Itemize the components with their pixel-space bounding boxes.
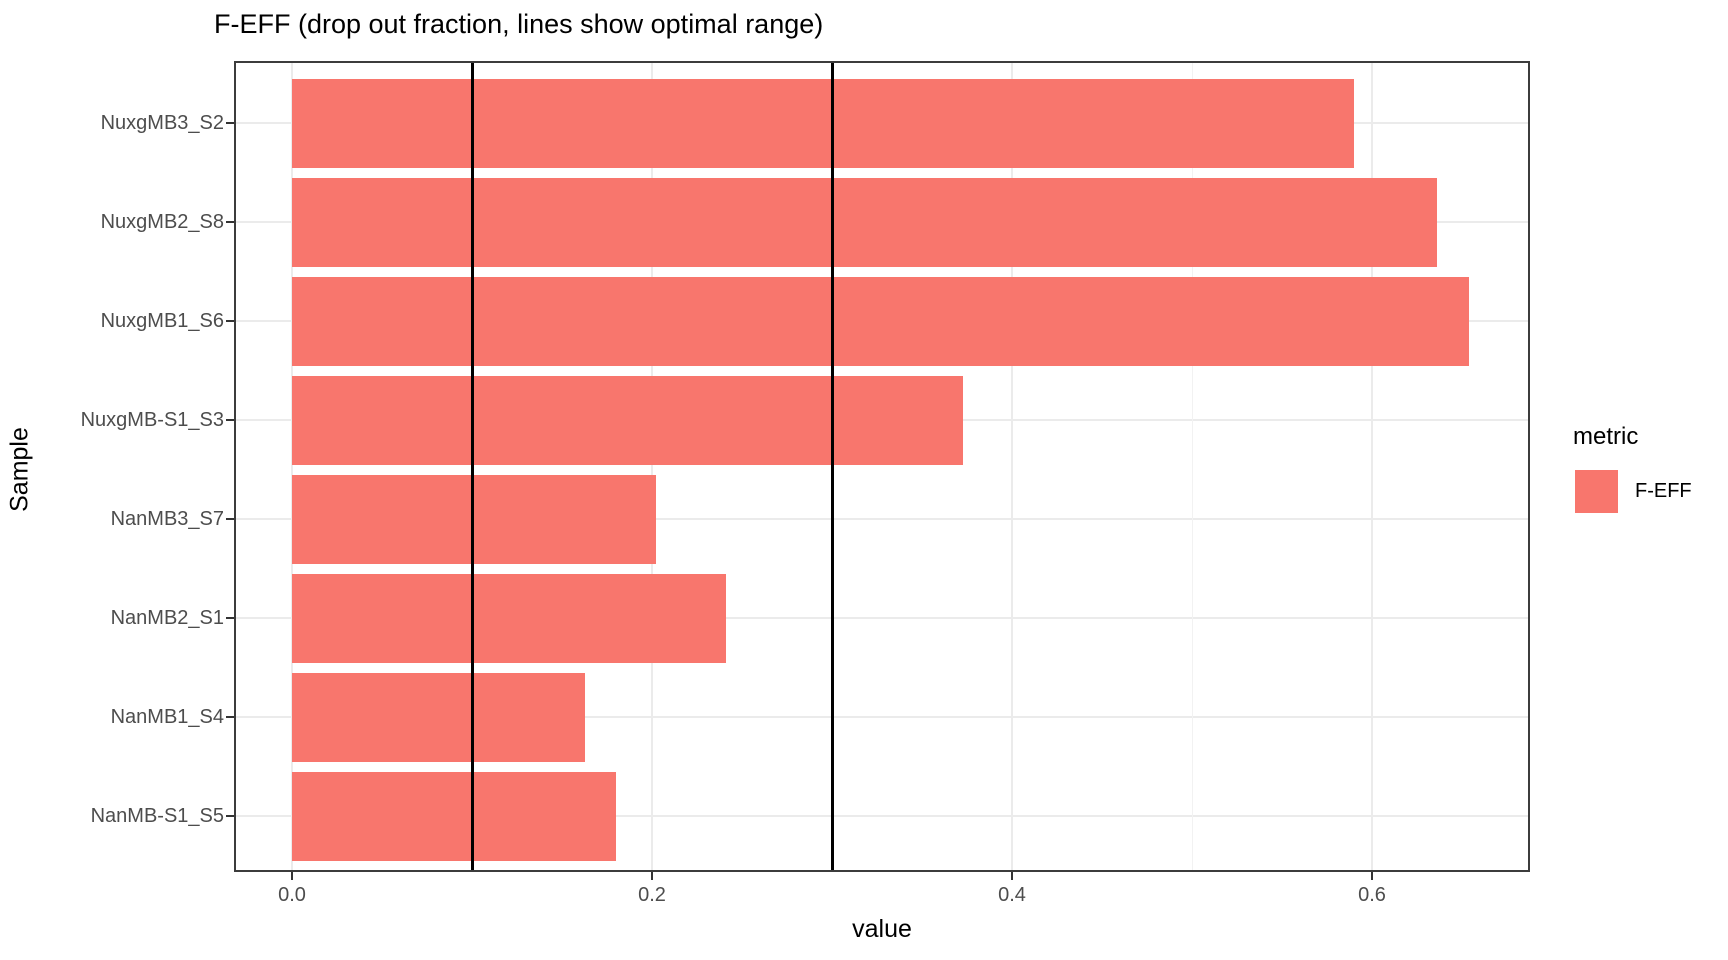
y-tick-label-NanMB3_S7: NanMB3_S7 [110,508,224,530]
y-tick-label-NuxgMB3_S2: NuxgMB3_S2 [100,112,224,134]
y-axis-tick [226,122,234,124]
y-tick-label-NuxgMB1_S6: NuxgMB1_S6 [100,310,224,332]
bar-NanMB2_S1 [292,574,726,663]
bar-NuxgMB3_S2 [292,79,1354,168]
x-axis-tick [291,872,293,880]
bar-NanMB3_S7 [292,475,656,564]
gridline-horizontal [236,716,1528,718]
y-tick-label-NanMB-S1_S5: NanMB-S1_S5 [90,805,224,827]
x-axis-title: value [852,915,912,943]
x-tick-label-0.6: 0.6 [1358,884,1386,906]
bar-NuxgMB-S1_S3 [292,376,963,465]
chart-title: F-EFF (drop out fraction, lines show opt… [214,9,824,39]
gridline-horizontal [236,518,1528,520]
y-axis-tick [226,221,234,223]
gridline-vertical-major [651,63,653,870]
gridline-vertical-minor [1192,63,1193,870]
legend: metric F-EFF [1573,423,1692,513]
plot-panel [234,61,1530,872]
x-tick-label-0.0: 0.0 [278,884,306,906]
legend-entry-label: F-EFF [1635,480,1692,502]
gridline-vertical-major [291,63,293,870]
gridline-horizontal [236,617,1528,619]
x-axis-tick [651,872,653,880]
y-axis-title: Sample [5,427,34,512]
reference-vline [471,63,474,870]
legend-title: metric [1573,423,1639,450]
bar-NanMB1_S4 [292,673,585,762]
reference-vline [831,63,834,870]
bar-NanMB-S1_S5 [292,772,616,861]
legend-entry: F-EFF [1573,470,1692,513]
legend-swatch-icon [1575,470,1618,513]
x-tick-label-0.2: 0.2 [638,884,666,906]
y-axis-tick [226,518,234,520]
gridline-vertical-major [1011,63,1013,870]
y-axis-tick [226,320,234,322]
x-axis-tick [1371,872,1373,880]
y-tick-label-NuxgMB-S1_S3: NuxgMB-S1_S3 [80,409,224,431]
x-axis-tick [1011,872,1013,880]
y-axis-tick [226,617,234,619]
y-tick-label-NuxgMB2_S8: NuxgMB2_S8 [100,211,224,233]
gridline-vertical-major [1371,63,1373,870]
y-tick-label-NanMB1_S4: NanMB1_S4 [110,706,224,728]
gridline-horizontal [236,815,1528,817]
y-axis-tick [226,419,234,421]
y-axis-tick [226,716,234,718]
y-tick-label-NanMB2_S1: NanMB2_S1 [110,607,224,629]
bar-NuxgMB2_S8 [292,178,1437,267]
y-axis-tick [226,815,234,817]
x-tick-label-0.4: 0.4 [998,884,1026,906]
bar-NuxgMB1_S6 [292,277,1469,366]
